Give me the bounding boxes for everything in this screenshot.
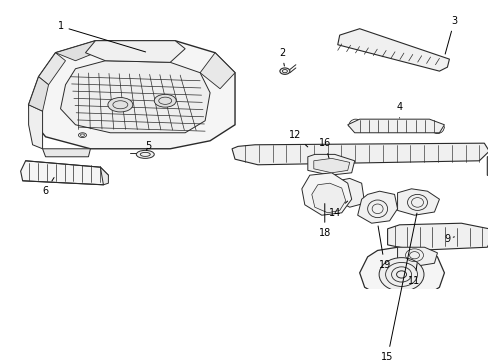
Text: 21: 21 [0, 359, 1, 360]
Polygon shape [56, 41, 105, 61]
Polygon shape [301, 173, 351, 215]
Text: 7: 7 [0, 359, 1, 360]
Text: 5: 5 [145, 141, 151, 151]
Text: 2: 2 [278, 48, 285, 66]
Text: 15: 15 [381, 213, 416, 360]
Ellipse shape [279, 68, 289, 74]
Text: 11: 11 [407, 264, 420, 286]
Ellipse shape [154, 94, 176, 107]
Polygon shape [39, 53, 65, 85]
Polygon shape [20, 161, 108, 185]
Text: 9: 9 [444, 234, 453, 244]
Polygon shape [29, 41, 235, 149]
Polygon shape [232, 143, 488, 165]
Text: 8: 8 [0, 359, 1, 360]
Polygon shape [61, 61, 210, 133]
Polygon shape [387, 223, 488, 251]
Polygon shape [311, 183, 345, 213]
Text: 4: 4 [396, 102, 402, 118]
Polygon shape [100, 167, 108, 185]
Polygon shape [397, 189, 439, 215]
Polygon shape [337, 179, 364, 207]
Text: 16: 16 [318, 138, 330, 158]
Text: 22: 22 [0, 359, 1, 360]
Polygon shape [313, 158, 349, 173]
Polygon shape [29, 105, 42, 149]
Polygon shape [200, 53, 235, 89]
Text: 10: 10 [0, 359, 1, 360]
Text: 13: 13 [0, 359, 1, 360]
Polygon shape [347, 119, 444, 133]
Text: 1: 1 [58, 21, 145, 52]
Polygon shape [29, 77, 48, 111]
Polygon shape [85, 41, 185, 62]
Text: 12: 12 [288, 130, 307, 147]
Text: 20: 20 [0, 359, 1, 360]
Ellipse shape [108, 98, 133, 112]
Polygon shape [42, 149, 90, 157]
Polygon shape [487, 151, 488, 181]
Polygon shape [357, 191, 397, 223]
Polygon shape [397, 247, 437, 266]
Text: 18: 18 [318, 204, 330, 238]
Ellipse shape [378, 258, 423, 291]
Text: 19: 19 [377, 226, 390, 270]
Polygon shape [337, 29, 448, 71]
Text: 3: 3 [444, 16, 457, 54]
Ellipse shape [136, 150, 154, 158]
Text: 6: 6 [42, 177, 54, 196]
Text: 14: 14 [328, 201, 347, 218]
Text: 23: 23 [0, 359, 1, 360]
Polygon shape [307, 154, 354, 175]
Polygon shape [359, 247, 444, 301]
Text: 17: 17 [0, 359, 1, 360]
